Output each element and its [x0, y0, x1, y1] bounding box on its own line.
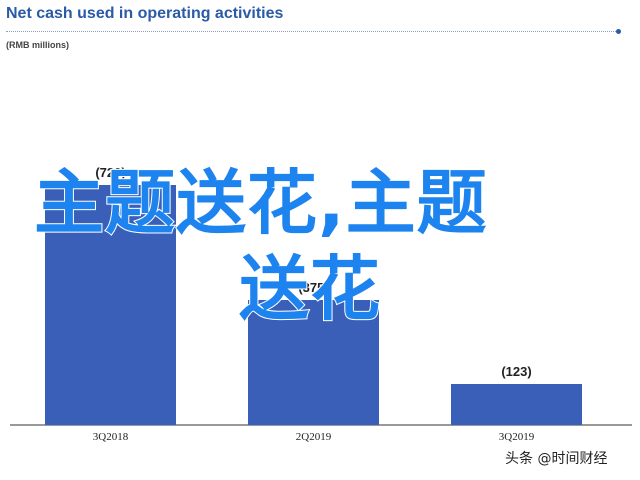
- overlay-line-2: 送花: [238, 247, 381, 331]
- source-watermark: 头条 @时间财经: [505, 451, 608, 467]
- title-divider: [6, 31, 616, 32]
- data-label-2Q2019: (375): [298, 280, 328, 295]
- bar-2Q2019: [248, 300, 379, 425]
- overlay-line-1: 主题送花,主题: [33, 161, 488, 245]
- chart-subtitle: (RMB millions): [6, 40, 69, 50]
- x-tick-label-3Q2018: 3Q2018: [93, 431, 129, 443]
- bar-3Q2019: [451, 384, 582, 425]
- chart-title: Net cash used in operating activities: [6, 5, 284, 22]
- data-label-3Q2019: (123): [501, 364, 531, 379]
- data-label-3Q2018: (720): [95, 165, 125, 180]
- x-tick-label-2Q2019: 2Q2019: [296, 431, 332, 443]
- bar-3Q2018: [45, 185, 176, 425]
- overlay-watermark-text: 主题送花,主题 送花: [33, 160, 594, 332]
- x-tick-label-3Q2019: 3Q2019: [499, 431, 535, 443]
- divider-end-dot: [616, 29, 621, 34]
